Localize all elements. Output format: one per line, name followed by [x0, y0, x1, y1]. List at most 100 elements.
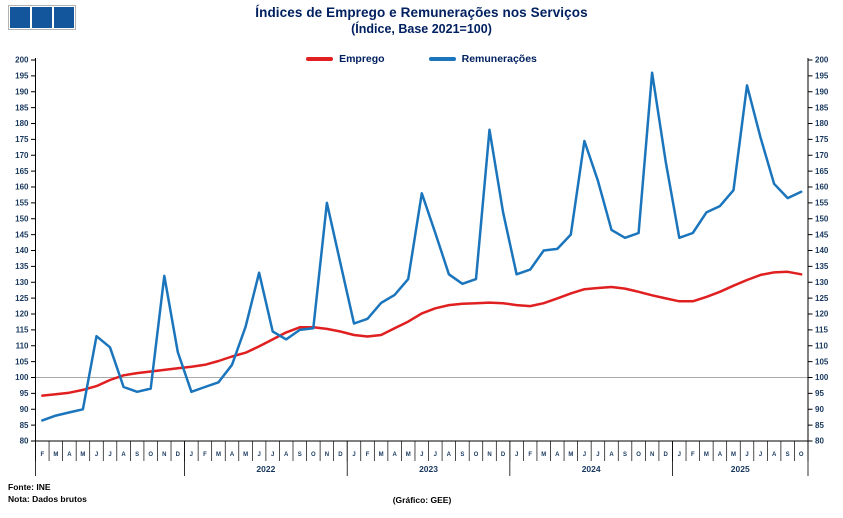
x-axis-month-label: M	[704, 452, 709, 458]
x-axis-month-label: A	[772, 452, 777, 458]
legend-label-emprego: Emprego	[339, 53, 385, 65]
x-axis-month-label: M	[541, 452, 546, 458]
y-axis-tick-label-right: 90	[815, 405, 824, 414]
y-axis-tick-label-left: 145	[15, 230, 29, 239]
x-axis-month-label: M	[80, 452, 85, 458]
x-axis-month-label: M	[53, 452, 58, 458]
y-axis-tick-label-right: 95	[815, 389, 824, 398]
gee-logo	[8, 5, 76, 30]
remuneracoes-line-swatch	[428, 57, 456, 61]
y-axis-tick-label-left: 90	[20, 405, 29, 414]
y-axis-tick-label-right: 185	[815, 103, 829, 112]
y-axis-tick-label-right: 195	[815, 72, 829, 81]
x-axis-month-label: J	[95, 452, 98, 458]
y-axis-tick-label-right: 170	[815, 151, 829, 160]
x-axis-month-label: N	[325, 452, 329, 458]
y-axis-tick-label-left: 115	[16, 326, 29, 335]
y-axis-tick-label-right: 110	[815, 341, 828, 350]
x-axis-month-label: M	[731, 452, 736, 458]
x-axis-month-label: D	[176, 452, 181, 458]
x-axis-month-label: M	[568, 452, 573, 458]
y-axis-tick-label-left: 155	[15, 199, 29, 208]
y-axis-tick-label-left: 190	[15, 87, 29, 96]
x-axis-year-label: 2025	[731, 464, 750, 474]
y-axis-tick-label-right: 85	[815, 421, 824, 430]
legend-item-emprego: Emprego	[306, 53, 385, 65]
x-axis-month-label: M	[216, 452, 221, 458]
chart-legend: Emprego Remunerações	[0, 53, 843, 65]
x-axis-month-label: F	[528, 452, 532, 458]
y-axis-tick-label-right: 155	[815, 199, 829, 208]
y-axis-tick-label-left: 95	[20, 389, 29, 398]
x-axis-month-label: F	[691, 452, 695, 458]
y-axis-tick-label-left: 135	[15, 262, 29, 271]
y-axis-tick-label-right: 180	[815, 119, 829, 128]
y-axis-tick-label-right: 190	[815, 87, 829, 96]
x-axis-month-label: O	[311, 452, 316, 458]
x-axis-month-label: J	[257, 452, 260, 458]
x-axis-month-label: D	[501, 452, 506, 458]
chart-title: Índices de Emprego e Remunerações nos Se…	[255, 5, 588, 20]
y-axis-tick-label-left: 130	[15, 278, 29, 287]
x-axis-month-label: A	[392, 452, 397, 458]
x-axis-month-label: F	[366, 452, 370, 458]
x-axis-month-label: J	[745, 452, 748, 458]
x-axis-month-label: J	[678, 452, 681, 458]
y-axis-tick-label-left: 195	[15, 72, 29, 81]
x-axis-month-label: J	[108, 452, 111, 458]
y-axis-tick-label-right: 165	[815, 167, 829, 176]
x-axis-month-label: O	[474, 452, 479, 458]
x-axis-month-label: A	[230, 452, 235, 458]
y-axis-tick-label-left: 160	[15, 183, 29, 192]
x-axis-month-label: A	[121, 452, 126, 458]
x-axis-month-label: A	[609, 452, 614, 458]
x-axis-month-label: N	[650, 452, 654, 458]
y-axis-tick-label-left: 200	[15, 56, 29, 65]
credit-note: (Gráfico: GEE)	[392, 495, 452, 505]
logo-square-3	[54, 7, 74, 28]
y-axis-tick-label-right: 120	[815, 310, 829, 319]
legend-label-remuneracoes: Remunerações	[461, 53, 537, 65]
y-axis-tick-label-left: 170	[15, 151, 29, 160]
emprego-line-swatch	[306, 57, 334, 61]
y-axis-tick-label-right: 135	[815, 262, 829, 271]
y-axis-tick-label-right: 100	[815, 373, 829, 382]
x-axis-month-label: M	[243, 452, 248, 458]
y-axis-tick-label-right: 130	[815, 278, 829, 287]
x-axis-month-label: S	[298, 452, 302, 458]
x-axis-month-label: D	[338, 452, 343, 458]
y-axis-tick-label-right: 105	[815, 357, 829, 366]
y-axis-tick-label-right: 150	[815, 214, 829, 223]
x-axis-month-label: S	[135, 452, 139, 458]
y-axis-tick-label-left: 140	[15, 246, 29, 255]
y-axis-tick-label-right: 200	[815, 56, 829, 65]
x-axis-month-label: A	[555, 452, 560, 458]
x-axis-month-label: S	[623, 452, 627, 458]
y-axis-tick-label-right: 140	[815, 246, 829, 255]
x-axis-year-label: 2023	[419, 464, 438, 474]
y-axis-tick-label-left: 120	[15, 310, 29, 319]
y-axis-tick-label-left: 165	[15, 167, 29, 176]
x-axis-month-label: J	[420, 452, 423, 458]
remuneracoes-line	[41, 71, 803, 422]
x-axis-month-label: S	[460, 452, 464, 458]
x-axis-month-label: J	[596, 452, 599, 458]
x-axis-month-label: A	[447, 452, 452, 458]
source-note: Fonte: INE	[8, 482, 51, 492]
x-axis-month-label: N	[487, 452, 491, 458]
y-axis-tick-label-right: 115	[815, 326, 828, 335]
y-axis-tick-label-right: 80	[815, 437, 824, 446]
x-axis-month-label: A	[67, 452, 72, 458]
x-axis-month-label: O	[799, 452, 804, 458]
y-axis-tick-label-left: 85	[20, 421, 29, 430]
x-axis-month-label: F	[40, 452, 44, 458]
x-axis-month-label: J	[352, 452, 355, 458]
x-axis-month-label: A	[284, 452, 289, 458]
y-axis-tick-label-left: 110	[16, 341, 29, 350]
y-axis-tick-label-left: 105	[15, 357, 29, 366]
logo-square-1	[10, 7, 30, 28]
y-axis-tick-label-right: 160	[815, 183, 829, 192]
x-axis-month-label: D	[664, 452, 669, 458]
